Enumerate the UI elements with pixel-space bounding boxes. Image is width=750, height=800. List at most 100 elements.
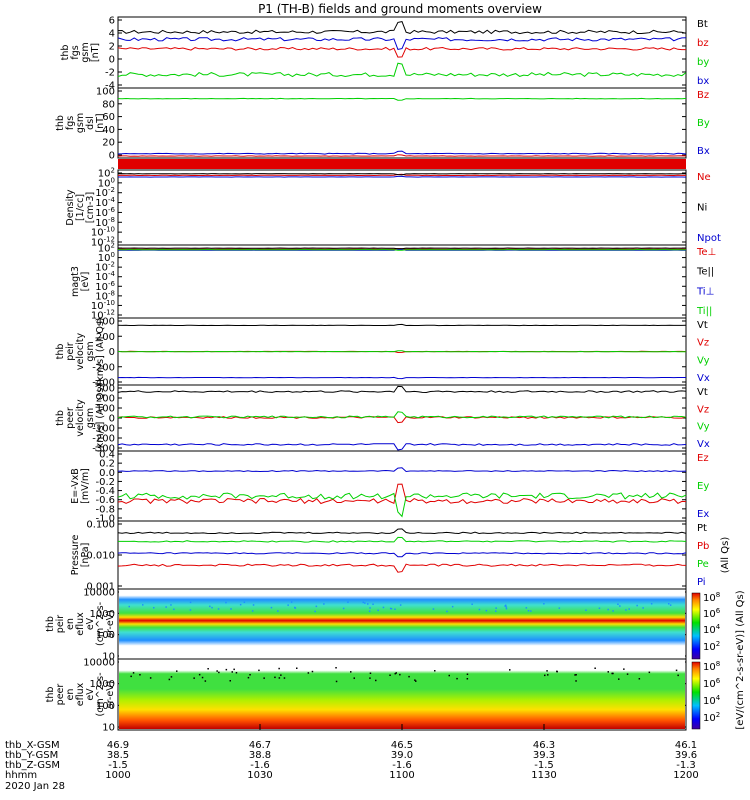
heatmap-speckle	[252, 604, 255, 606]
y-tick-label: 100	[96, 630, 115, 641]
colorbar-tick-label: 102	[703, 711, 720, 724]
panel-10: thb peer en eflux eV (cm^2-s-sr-eV) 10000 1000 1…	[45, 658, 687, 734]
heatmap-speckle	[170, 676, 173, 678]
colorbar-tick-label: 106	[703, 677, 721, 690]
series-line-Pe	[118, 536, 687, 543]
heatmap-speckle	[372, 603, 374, 605]
y-tick-label: 100	[96, 701, 115, 712]
heatmap-speckle	[350, 671, 352, 673]
y-axis-label-line: en	[65, 689, 76, 701]
series-line-Vt	[117, 323, 687, 327]
y-axis-label-line: peer	[55, 684, 66, 706]
heatmap-speckle	[209, 605, 211, 608]
legend-entry: by	[697, 57, 709, 68]
legend-entry: Pi	[697, 577, 706, 588]
legend-entry: Pt	[697, 523, 707, 534]
series-line-Ex	[117, 467, 687, 473]
heatmap-speckle	[382, 606, 385, 609]
y-tick-label: 10000	[83, 658, 115, 669]
heatmap-speckle	[619, 605, 621, 607]
heatmap-speckle	[315, 605, 318, 608]
y-axis-label-line: peir	[65, 342, 76, 361]
panel-6: thb peer velocity gsm [km/s] (All Qs)3002001…	[55, 384, 710, 455]
panel-0: thb fgs gsm [nT] 6 4 2 0 -2 -4 Bt bz by bx	[60, 16, 709, 92]
legend-entry: Vt	[697, 320, 708, 331]
heatmap-speckle	[211, 606, 213, 609]
y-axis-label-line: [km/s] (All Qs)	[95, 318, 106, 386]
y-axis-label-line: gsm	[85, 408, 96, 428]
heatmap-fill	[119, 590, 685, 658]
heatmap-speckle	[249, 674, 251, 676]
heatmap-speckle	[142, 604, 144, 606]
legend-entry: Ne	[697, 172, 711, 183]
heatmap-speckle	[547, 674, 549, 676]
y-tick-label: 80	[102, 99, 115, 110]
legend-entry: Vt	[697, 387, 708, 398]
heatmap-speckle	[274, 676, 276, 679]
heatmap-speckle	[251, 610, 254, 612]
y-axis-label-line: Pressure	[70, 535, 81, 576]
y-tick-label: 0.100	[86, 520, 115, 531]
heatmap-speckle	[170, 604, 172, 606]
heatmap-speckle	[278, 677, 281, 679]
series-line-Ti||	[117, 249, 687, 251]
heatmap-speckle	[575, 680, 577, 682]
y-axis-label: thb peir velocity gsm [km/s] (All Qs)	[55, 318, 106, 386]
heatmap-speckle	[247, 676, 250, 679]
colorbar-tick-label: 102	[703, 640, 720, 653]
x-tick-label: 39.0	[391, 750, 413, 761]
heatmap-speckle	[278, 667, 280, 670]
series-line-Vz	[117, 416, 687, 424]
date-label: 2020 Jan 28	[5, 781, 65, 792]
y-axis-label-line: eflux	[75, 682, 86, 706]
y-axis-label-line: (cm^2-s-	[95, 602, 106, 646]
heatmap-speckle	[243, 601, 246, 603]
series-line-Ne	[117, 173, 686, 177]
legend-entry: Vx	[697, 439, 710, 450]
x-tick-label: 1030	[247, 770, 272, 781]
heatmap-speckle	[168, 678, 171, 681]
y-axis-label-line: [mV/m]	[80, 468, 91, 504]
y-tick-label: 0.0	[99, 468, 115, 479]
panel-7: E=-VxB [mV/m] 0.40.20.0-0.2-0.4-0.6-0.8-1.…	[70, 450, 709, 525]
heatmap-speckle	[149, 677, 152, 679]
y-tick-label: 4	[109, 29, 115, 40]
heatmap-speckle	[216, 670, 218, 672]
y-axis-label-line: thb	[45, 616, 56, 632]
heatmap-speckle	[307, 672, 310, 674]
series-line-by	[117, 62, 687, 78]
x-tick-label: 46.5	[391, 740, 413, 751]
heatmap-speckle	[495, 607, 497, 609]
y-axis-label-line: fgs	[70, 45, 81, 59]
x-tick-label: 46.7	[249, 740, 271, 751]
y-axis-label-line: velocity	[75, 399, 86, 437]
colorbar-rect	[691, 592, 701, 660]
y-tick-label: 20	[102, 138, 115, 149]
x-axis-row-label: thb_X-GSM	[5, 740, 60, 751]
heatmap-speckle	[347, 601, 349, 603]
y-tick-label: 60	[102, 112, 115, 123]
x-tick-label: -1.6	[392, 760, 412, 771]
heatmap-speckle	[369, 607, 371, 609]
legend-note: (All Qs)	[720, 537, 731, 574]
y-tick-label: 0	[109, 55, 115, 66]
heatmap-speckle	[617, 603, 619, 605]
y-axis-label-line: (cm^2-s-	[95, 673, 106, 717]
y-axis-label: Density [1/cc] [cm-3]	[65, 189, 96, 225]
y-tick-label: -200	[92, 434, 115, 445]
heatmap-speckle	[434, 670, 436, 672]
y-axis-label-line: gsm	[85, 341, 96, 361]
heatmap-speckle	[607, 608, 609, 611]
y-tick-label: 0.2	[99, 459, 115, 470]
heatmap-speckle	[369, 672, 372, 674]
heatmap-speckle	[612, 610, 614, 612]
heatmap-speckle	[176, 670, 178, 672]
heatmap-speckle	[585, 609, 587, 611]
y-tick-label: 0	[109, 414, 115, 425]
heatmap-speckle	[394, 608, 396, 610]
y-axis-label-line: sr-eV)	[105, 610, 116, 638]
y-axis-label-line: fgs	[65, 116, 76, 130]
heatmap-speckle	[193, 677, 195, 679]
heatmap-speckle	[594, 667, 596, 669]
heatmap-speckle	[505, 607, 508, 610]
